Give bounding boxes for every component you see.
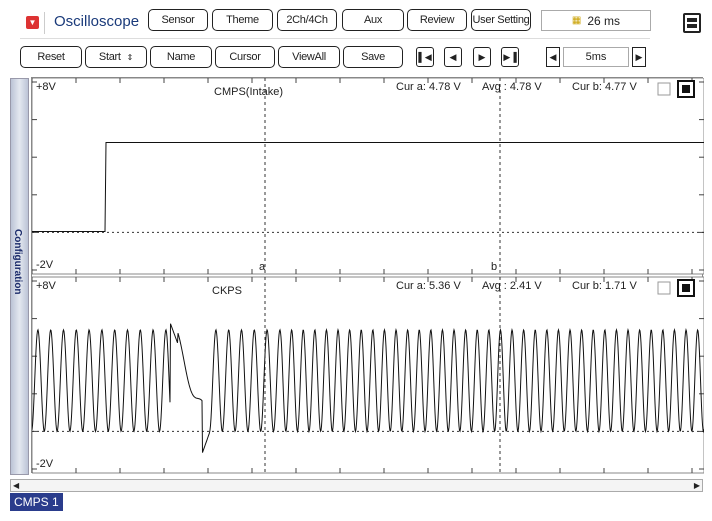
layout-menu-icon[interactable] bbox=[683, 13, 701, 33]
prev-icon[interactable]: ◀ bbox=[444, 47, 462, 67]
y-min-label: -2V bbox=[36, 458, 54, 470]
scroll-left-icon[interactable]: ◀ bbox=[13, 481, 20, 490]
cursor-a-value: Cur a: 4.78 V bbox=[396, 81, 461, 93]
time-display: ▦ 26 ms bbox=[541, 10, 651, 31]
start-label: Start bbox=[98, 51, 121, 63]
reset-button[interactable]: Reset bbox=[20, 46, 82, 68]
name-button[interactable]: Name bbox=[150, 46, 212, 68]
user-setting-button[interactable]: User Setting bbox=[471, 9, 531, 31]
horizontal-scrollbar[interactable]: ◀ ▶ bbox=[10, 479, 703, 492]
y-max-label: +8V bbox=[36, 81, 57, 93]
cursor-b-value: Cur b: 1.71 V bbox=[572, 280, 637, 292]
average-value: Avg : 2.41 V bbox=[482, 280, 542, 292]
next-icon[interactable]: ▶ bbox=[473, 47, 491, 67]
cursor-a-label: a bbox=[259, 261, 266, 273]
timebase-value[interactable]: 5ms bbox=[563, 47, 629, 67]
timebase-increase-icon[interactable]: ▶ bbox=[632, 47, 646, 67]
channel-panel-1: +8V -2V CMPS(Intake) Cur a: 4.78 V Avg : 4.7… bbox=[31, 77, 705, 275]
channel-name: CKPS bbox=[212, 285, 242, 297]
signal-trace bbox=[32, 142, 704, 232]
scope-area[interactable]: +8V -2V CMPS(Intake) Cur a: 4.78 V Avg : 4.7… bbox=[31, 77, 705, 474]
save-button[interactable]: Save bbox=[343, 46, 403, 68]
panel-frame bbox=[31, 276, 705, 474]
viewall-button[interactable]: ViewAll bbox=[278, 46, 340, 68]
theme-button[interactable]: Theme bbox=[212, 9, 273, 31]
channel-name: CMPS(Intake) bbox=[214, 86, 283, 98]
y-max-label: +8V bbox=[36, 280, 57, 292]
panel-frame bbox=[31, 77, 705, 275]
cursor-b-value: Cur b: 4.77 V bbox=[572, 81, 637, 93]
sensor-button[interactable]: Sensor bbox=[148, 9, 208, 31]
signal-trace bbox=[31, 323, 705, 453]
timebase-decrease-icon[interactable]: ◀ bbox=[546, 47, 560, 67]
channel-panel-2: +8V -2V CKPS Cur a: 5.36 V Avg : 2.41 V Cur b… bbox=[31, 276, 705, 474]
channel-checkbox[interactable] bbox=[657, 281, 671, 295]
updown-icon: ⇕ bbox=[126, 52, 134, 62]
cursor-a-value: Cur a: 5.36 V bbox=[396, 280, 461, 292]
divider bbox=[20, 38, 650, 39]
cursor-button[interactable]: Cursor bbox=[215, 46, 275, 68]
first-icon[interactable]: ▌◀ bbox=[416, 47, 434, 67]
app-title: Oscilloscope bbox=[54, 13, 140, 30]
y-min-label: -2V bbox=[36, 259, 54, 271]
cursor-b-label: b bbox=[491, 261, 497, 273]
dropdown-icon[interactable]: ▼ bbox=[26, 16, 39, 29]
timer-icon: ▦ bbox=[571, 15, 582, 26]
time-value: 26 ms bbox=[587, 13, 621, 28]
average-value: Avg : 4.78 V bbox=[482, 81, 542, 93]
channels-button[interactable]: 2Ch/4Ch bbox=[277, 9, 337, 31]
waveform-display[interactable]: +8V -2V CMPS(Intake) Cur a: 4.78 V Avg : 4.7… bbox=[31, 77, 705, 474]
aux-button[interactable]: Aux bbox=[342, 9, 404, 31]
channel-checkbox[interactable] bbox=[657, 82, 671, 96]
status-channel-label: CMPS 1 bbox=[10, 493, 63, 511]
configuration-tab[interactable]: Configuration bbox=[10, 78, 29, 475]
scroll-right-icon[interactable]: ▶ bbox=[693, 481, 700, 490]
divider bbox=[44, 12, 45, 34]
review-button[interactable]: Review bbox=[407, 9, 467, 31]
start-button[interactable]: Start ⇕ bbox=[85, 46, 147, 68]
configuration-label: Configuration bbox=[12, 229, 23, 295]
last-icon[interactable]: ▶▐ bbox=[501, 47, 519, 67]
